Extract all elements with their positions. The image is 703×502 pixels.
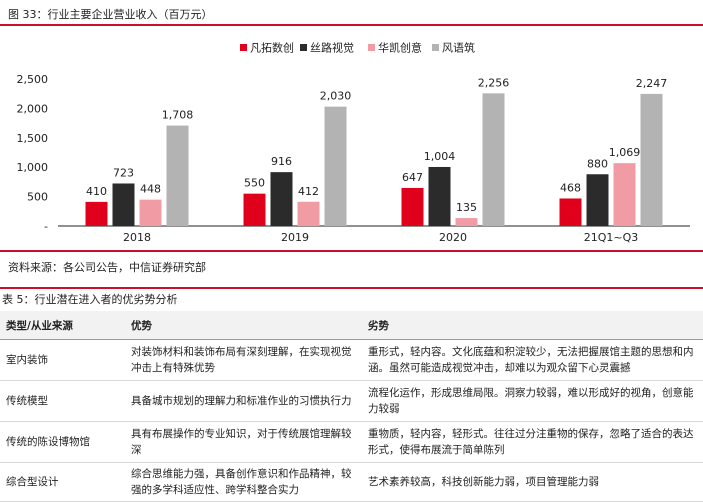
cell-disadvantage: 艺术素养较高，科技创新能力弱，项目管理能力弱 [362,462,703,502]
bar-value-label: 2,256 [478,76,510,89]
bar [586,174,609,226]
bar [640,93,663,226]
bar [112,183,135,226]
revenue-bar-chart: - 500 1,000 1,500 2,000 2,500 凡拓数创 丝路视觉 华凯创意 风语筑 4… [17,41,690,244]
cell-type: 传统模型 [0,380,125,422]
y-tick-label: 1,500 [17,132,49,145]
legend-label: 丝路视觉 [310,41,354,55]
bar [243,193,266,226]
bar [613,163,636,226]
table-header-row: 类型/从业来源 优势 劣势 [0,311,703,340]
table-top-rule [0,287,703,289]
y-tick-label: 1,000 [17,161,49,174]
legend-label: 风语筑 [442,41,475,55]
bar-value-label: 880 [587,157,608,170]
bar-value-label: 412 [298,185,319,198]
cell-advantage: 具备城市规划的理解力和标准作业的习惯执行力 [125,380,362,422]
legend-swatch [300,44,307,51]
bar [559,198,582,226]
cell-advantage: 综合思维能力强，具备创作意识和作品精神，较强的多学科适应性、跨学科整合实力 [125,462,362,502]
bar-value-label: 1,708 [162,109,194,122]
header-type: 类型/从业来源 [0,311,125,340]
header-disadvantage: 劣势 [362,311,703,340]
bar [85,201,108,226]
bar [401,187,424,226]
bar [324,106,347,226]
legend-label: 凡拓数创 [250,41,294,55]
bar-value-label: 135 [456,201,477,214]
bar [270,172,293,226]
bar-value-label: 1,004 [424,150,456,163]
header-advantage: 优势 [125,311,362,340]
cell-type: 综合型设计 [0,462,125,502]
bar-value-label: 1,069 [609,146,641,159]
bar-value-label: 723 [113,166,134,179]
x-tick-label: 2020 [439,231,467,244]
cell-type: 室内装饰 [0,339,125,381]
table-title: 表 5：行业潜在进入者的优劣势分析 [2,293,178,306]
legend-swatch [240,44,247,51]
legend-swatch [368,44,375,51]
cell-advantage: 对装饰材料和装饰布局有深刻理解，在实现视觉冲击上有特殊优势 [125,339,362,381]
bar-value-label: 2,030 [320,90,352,103]
bar [428,166,451,226]
bar [482,93,505,226]
legend-swatch [432,44,439,51]
x-tick-label: 21Q1~Q3 [584,231,639,244]
bar-value-label: 410 [86,185,107,198]
table-row: 综合型设计 综合思维能力强，具备创作意识和作品精神，较强的多学科适应性、跨学科整… [0,462,703,502]
bar-value-label: 916 [271,155,292,168]
bar [297,201,320,226]
bar [139,199,162,226]
bar-value-label: 468 [560,181,581,194]
y-tick-label: - [44,220,48,233]
legend-label: 华凯创意 [378,41,422,55]
chart-bottom-rule [0,250,703,252]
bar-value-label: 647 [402,171,423,184]
cell-disadvantage: 重物质，轻内容，轻形式。往往过分注重物的保存，忽略了适合的表达形式，使得布展流于… [362,421,703,463]
cell-type: 传统的陈设博物馆 [0,421,125,463]
figure-source-note: 资料来源：各公司公告，中信证券研究部 [8,261,206,274]
advantage-analysis-table: 类型/从业来源 优势 劣势 室内装饰 对装饰材料和装饰布局有深刻理解，在实现视觉… [0,311,703,502]
x-tick-label: 2019 [281,231,309,244]
cell-disadvantage: 流程化运作，形成思维局限。洞察力较弱，难以形成好的视角，创意能力较弱 [362,380,703,422]
table-row: 室内装饰 对装饰材料和装饰布局有深刻理解，在实现视觉冲击上有特殊优势 重形式，轻… [0,339,703,381]
bar [455,218,478,226]
table-row: 传统的陈设博物馆 具有布展操作的专业知识，对于传统展馆理解较深 重物质，轻内容，… [0,421,703,463]
figure-title-rule [0,24,703,26]
y-tick-label: 2,000 [17,102,49,115]
table-row: 传统模型 具备城市规划的理解力和标准作业的习惯执行力 流程化运作，形成思维局限。… [0,380,703,422]
cell-disadvantage: 重形式，轻内容。文化底蕴和积淀较少，无法把握展馆主题的思想和内涵。虽然可能造成视… [362,339,703,381]
cell-advantage: 具有布展操作的专业知识，对于传统展馆理解较深 [125,421,362,463]
y-tick-label: 2,500 [17,73,49,86]
bar-value-label: 448 [140,183,161,196]
figure-title: 图 33：行业主要企业营业收入（百万元） [8,8,213,21]
x-tick-label: 2018 [123,231,151,244]
y-tick-label: 500 [27,191,48,204]
bar-value-label: 2,247 [636,77,668,90]
bar-value-label: 550 [244,177,265,190]
bar [166,125,189,226]
